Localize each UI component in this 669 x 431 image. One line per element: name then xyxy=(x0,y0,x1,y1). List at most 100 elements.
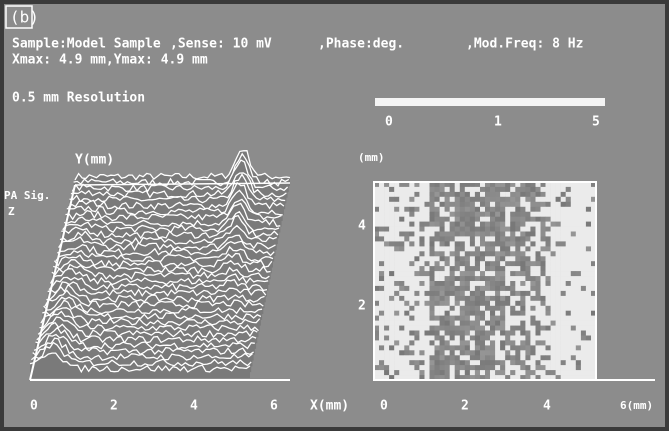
pixel xyxy=(510,306,515,311)
pixel xyxy=(409,232,414,237)
pixel xyxy=(404,291,409,296)
pixel xyxy=(445,365,450,370)
pixel xyxy=(455,212,460,217)
pixel xyxy=(581,281,586,286)
pixel xyxy=(399,311,404,316)
pixel xyxy=(455,321,460,326)
pixel xyxy=(409,187,414,192)
pixel xyxy=(541,301,546,306)
pixel xyxy=(425,360,430,365)
pixel xyxy=(586,251,591,256)
pixel xyxy=(525,326,530,331)
pixel xyxy=(480,306,485,311)
pixel xyxy=(490,370,495,375)
pixel xyxy=(530,276,535,281)
pixel xyxy=(384,345,389,350)
pixel xyxy=(520,271,525,276)
pixel xyxy=(409,266,414,271)
pixel xyxy=(495,261,500,266)
pixel xyxy=(571,212,576,217)
pixel xyxy=(430,355,435,360)
pixel xyxy=(465,326,470,331)
pixel xyxy=(394,365,399,370)
pixel xyxy=(551,306,556,311)
pixel xyxy=(399,350,404,355)
pixel xyxy=(490,331,495,336)
pixel xyxy=(525,286,530,291)
pixel xyxy=(389,296,394,301)
pixel xyxy=(450,316,455,321)
pixel xyxy=(409,355,414,360)
pixel xyxy=(430,202,435,207)
x-tick: 6 xyxy=(270,399,278,414)
pixel xyxy=(440,276,445,281)
pixel xyxy=(450,345,455,350)
pixel xyxy=(530,256,535,261)
pixel xyxy=(530,232,535,237)
pixel xyxy=(435,251,440,256)
pixel xyxy=(445,296,450,301)
pixel xyxy=(576,281,581,286)
pixel xyxy=(541,340,546,345)
pixel xyxy=(546,266,551,271)
pixel xyxy=(571,345,576,350)
pixel xyxy=(455,236,460,241)
pixel xyxy=(551,326,556,331)
pixel xyxy=(551,355,556,360)
pixel xyxy=(546,207,551,212)
pixel xyxy=(475,187,480,192)
pixel xyxy=(495,217,500,222)
pixel xyxy=(536,202,541,207)
pixel xyxy=(525,202,530,207)
pixel xyxy=(389,222,394,227)
pixel xyxy=(546,326,551,331)
pixel xyxy=(409,336,414,341)
pixel xyxy=(465,261,470,266)
pixel xyxy=(520,350,525,355)
pixel xyxy=(435,261,440,266)
pixel xyxy=(425,331,430,336)
pixel xyxy=(546,232,551,237)
pixel xyxy=(460,197,465,202)
pixel xyxy=(399,261,404,266)
pixel xyxy=(414,331,419,336)
pixel xyxy=(536,212,541,217)
pixel xyxy=(571,187,576,192)
pixel xyxy=(556,336,561,341)
pixel xyxy=(389,261,394,266)
pixel xyxy=(556,236,561,241)
pixel xyxy=(510,350,515,355)
pixel xyxy=(399,246,404,251)
pixel xyxy=(394,251,399,256)
pixel xyxy=(480,271,485,276)
pixel xyxy=(475,355,480,360)
pixel xyxy=(440,316,445,321)
pixel xyxy=(455,261,460,266)
pixel xyxy=(490,207,495,212)
pixel xyxy=(566,202,571,207)
pixel xyxy=(515,256,520,261)
pixel xyxy=(394,192,399,197)
pixel xyxy=(389,355,394,360)
pixel xyxy=(425,197,430,202)
pixel xyxy=(425,271,430,276)
pixel xyxy=(445,192,450,197)
pixel xyxy=(450,261,455,266)
pixel xyxy=(485,291,490,296)
pixel xyxy=(530,321,535,326)
pixel xyxy=(561,197,566,202)
pixel xyxy=(455,187,460,192)
pixel xyxy=(495,291,500,296)
pixel xyxy=(384,202,389,207)
pixel xyxy=(520,276,525,281)
pixel xyxy=(430,246,435,251)
pixel xyxy=(515,355,520,360)
pixel xyxy=(576,207,581,212)
pixel xyxy=(389,251,394,256)
pixel xyxy=(450,256,455,261)
pixel xyxy=(561,331,566,336)
pixel xyxy=(389,286,394,291)
pixel xyxy=(430,286,435,291)
pixel xyxy=(404,370,409,375)
pixel xyxy=(546,301,551,306)
